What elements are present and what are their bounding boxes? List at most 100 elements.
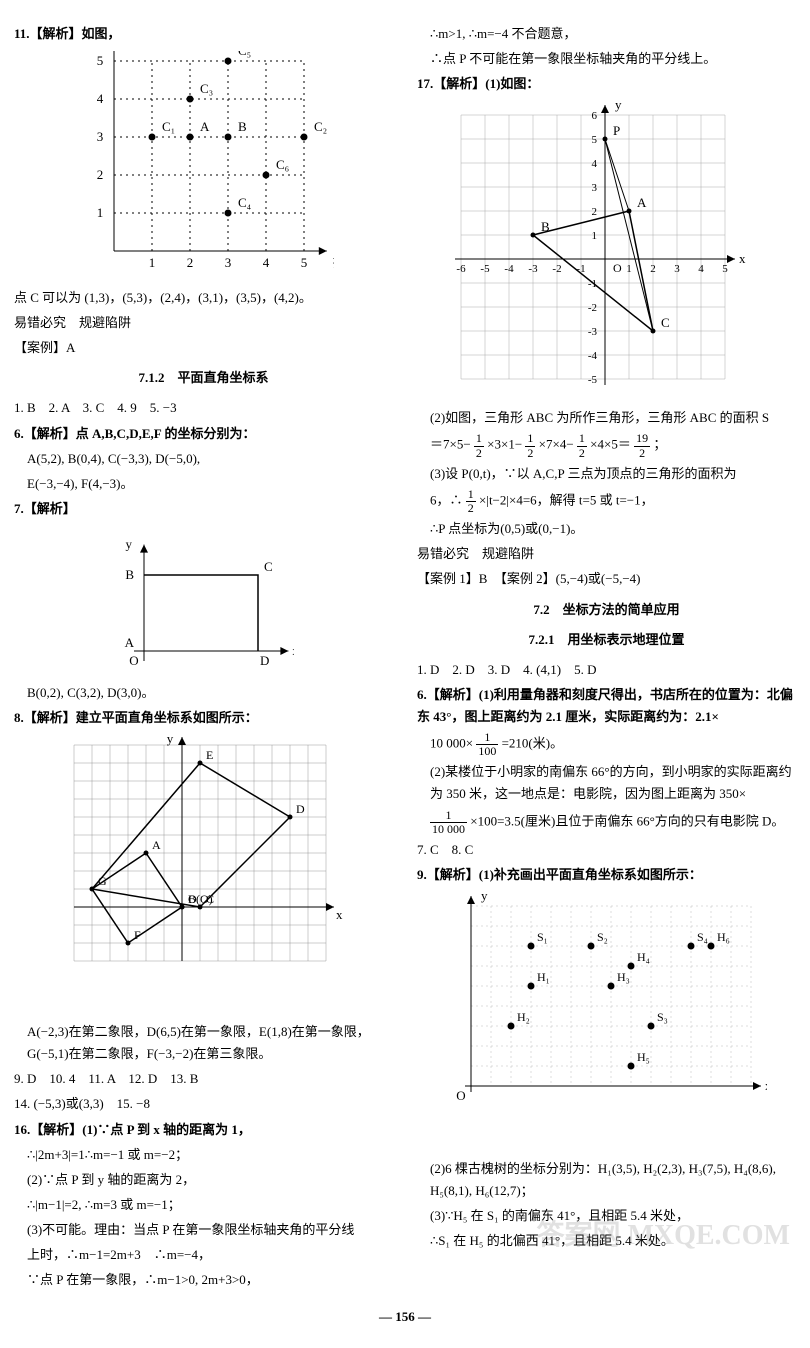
- svg-text:y: y: [481, 892, 488, 903]
- mistake-label-2: 易错必究 规避陷阱: [417, 543, 796, 565]
- svg-text:2: 2: [591, 206, 597, 218]
- ans-721-2: 7. C 8. C: [417, 839, 796, 861]
- svg-text:C: C: [264, 559, 273, 574]
- q16-1: ∴|2m+3|=1∴m=−1 或 m=−2；: [14, 1144, 393, 1166]
- svg-text:-4: -4: [587, 350, 597, 362]
- svg-text:3: 3: [96, 129, 103, 144]
- svg-text:B: B: [125, 567, 134, 582]
- svg-text:H₂: H₂: [517, 1010, 530, 1024]
- svg-text:x: x: [765, 1078, 767, 1093]
- frac-1-2-b: 12: [525, 432, 535, 459]
- svg-text:C₅: C₅: [238, 51, 251, 58]
- fig-q17: -6-5-4-3-2-112345-5-4-3-2-1123456OxyABCP: [447, 101, 767, 401]
- t: ×7×4−: [539, 437, 574, 452]
- r-q6-2a: (2)某楼位于小明家的南偏东 66°的方向，到小明家的实际距离约为 350 米，…: [417, 761, 796, 805]
- svg-text:-3: -3: [587, 326, 597, 338]
- cont-1: ∴m>1, ∴m=−4 不合题意，: [417, 23, 796, 45]
- t: =210(米)。: [502, 736, 564, 751]
- case-1-2: 【案例 1】B 【案例 2】(5,−4)或(−5,−4): [417, 568, 796, 590]
- svg-text:5: 5: [722, 263, 728, 275]
- q17-3b: 6，∴ 12 ×|t−2|×4=6，解得 t=5 或 t=−1，: [417, 488, 796, 515]
- frac-19-2: 192: [634, 432, 650, 459]
- ans-712-1: 1. B 2. A 3. C 4. 9 5. −3: [14, 397, 393, 419]
- svg-text:E: E: [206, 748, 213, 762]
- q16-3a: 上时，∴m−1=2m+3 ∴m=−4，: [14, 1244, 393, 1266]
- q16-3h: (3)不可能。理由：当点 P 在第一象限坐标轴夹角的平分线: [14, 1219, 393, 1241]
- svg-text:5: 5: [96, 53, 103, 68]
- svg-text:C: C: [206, 892, 214, 906]
- svg-text:H₃: H₃: [617, 970, 630, 984]
- q11-head: 11.【解析】如图，: [14, 23, 393, 45]
- frac-1-2-d: 12: [466, 488, 476, 515]
- svg-text:4: 4: [262, 255, 269, 270]
- svg-text:C₃: C₃: [200, 81, 213, 96]
- svg-text:4: 4: [698, 263, 704, 275]
- svg-text:G: G: [98, 874, 107, 888]
- t: ×3×1−: [487, 437, 522, 452]
- section-7-1-2: 7.1.2 平面直角坐标系: [14, 367, 393, 389]
- svg-text:O: O: [188, 892, 197, 906]
- svg-text:S₄: S₄: [697, 930, 708, 944]
- t: ；: [653, 437, 666, 452]
- svg-text:S₂: S₂: [597, 930, 608, 944]
- svg-text:1: 1: [591, 230, 597, 242]
- right-column: ∴m>1, ∴m=−4 不合题意， ∴点 P 不可能在第一象限坐标轴夹角的平分线…: [417, 20, 796, 1294]
- svg-text:A: A: [200, 119, 210, 134]
- svg-text:x: x: [336, 907, 343, 922]
- r-q9-2a: (2)6 棵古槐树的坐标分别为：H₁(3,5), H₂(2,3), H₃(7,5…: [417, 1158, 796, 1202]
- svg-text:x: x: [739, 251, 746, 266]
- svg-text:1: 1: [96, 205, 103, 220]
- svg-text:4: 4: [96, 91, 103, 106]
- t: ×100=3.5(厘米)且位于南偏东 66°方向的只有电影院 D。: [470, 813, 784, 828]
- svg-text:3: 3: [591, 182, 597, 194]
- q16-head: 16.【解析】(1)∵点 P 到 x 轴的距离为 1，: [14, 1119, 393, 1141]
- q17-head: 17.【解析】(1)如图：: [417, 73, 796, 95]
- case-a: 【案例】A: [14, 337, 393, 359]
- r-q9-head: 9.【解析】(1)补充画出平面直角坐标系如图所示：: [417, 864, 796, 886]
- r-q6-2b: 110 000 ×100=3.5(厘米)且位于南偏东 66°方向的只有电影院 D…: [417, 809, 796, 836]
- frac-1-2-c: 12: [577, 432, 587, 459]
- svg-text:O: O: [456, 1088, 465, 1103]
- svg-text:-4: -4: [504, 263, 514, 275]
- q17-2a: (2)如图，三角形 ABC 为所作三角形，三角形 ABC 的面积 S: [417, 407, 796, 429]
- svg-text:C₁: C₁: [162, 119, 175, 134]
- t: ×4×5＝: [590, 437, 631, 452]
- svg-text:-2: -2: [587, 302, 596, 314]
- svg-text:5: 5: [300, 255, 307, 270]
- fig-q11: 1122334455排列ABC₁C₂C₃C₄C₅C₆: [74, 51, 334, 281]
- q16-2h: (2)∵点 P 到 y 轴的距离为 2，: [14, 1169, 393, 1191]
- svg-text:A: A: [637, 195, 647, 210]
- fig-q8: xyAB(O)CDEFGO: [64, 735, 344, 1015]
- q16-2: ∴|m−1|=2, ∴m=3 或 m=−1；: [14, 1194, 393, 1216]
- fig-q7: OABCDxy: [114, 526, 294, 676]
- svg-text:y: y: [615, 101, 622, 112]
- frac-1-2-a: 12: [474, 432, 484, 459]
- svg-text:H₅: H₅: [637, 1050, 650, 1064]
- fig-q9: OxyS₁S₂S₃S₄H₁H₂H₃H₄H₅H₆: [447, 892, 767, 1152]
- q7-foot: B(0,2), C(3,2), D(3,0)。: [14, 682, 393, 704]
- svg-text:S₃: S₃: [657, 1010, 668, 1024]
- q6-b: E(−3,−4), F(4,−3)。: [14, 473, 393, 495]
- svg-text:1: 1: [626, 263, 632, 275]
- svg-text:2: 2: [96, 167, 103, 182]
- svg-text:H₆: H₆: [717, 930, 730, 944]
- svg-text:C₂: C₂: [314, 119, 327, 134]
- r-q6-fr: 10 000× 1100 =210(米)。: [417, 731, 796, 758]
- t: ＝7×5−: [430, 437, 471, 452]
- svg-text:D: D: [296, 802, 305, 816]
- ans-712-3: 14. (−5,3)或(3,3) 15. −8: [14, 1093, 393, 1115]
- section-7-2: 7.2 坐标方法的简单应用: [417, 599, 796, 621]
- svg-text:B: B: [238, 119, 247, 134]
- svg-text:-5: -5: [480, 263, 490, 275]
- svg-text:O: O: [613, 261, 622, 275]
- left-column: 11.【解析】如图， 1122334455排列ABC₁C₂C₃C₄C₅C₆ 点 …: [14, 20, 393, 1294]
- svg-text:C₆: C₆: [276, 157, 289, 172]
- q17-3c: ∴P 点坐标为(0,5)或(0,−1)。: [417, 518, 796, 540]
- svg-text:C₄: C₄: [238, 195, 252, 210]
- q8-head: 8.【解析】建立平面直角坐标系如图所示：: [14, 707, 393, 729]
- svg-text:S₁: S₁: [537, 930, 548, 944]
- frac-1-10000: 110 000: [430, 809, 467, 836]
- r-q9-3a: (3)∵H₅ 在 S₁ 的南偏东 41°，且相距 5.4 米处，: [417, 1205, 796, 1227]
- t: 6，∴: [430, 493, 463, 508]
- q7-head: 7.【解析】: [14, 498, 393, 520]
